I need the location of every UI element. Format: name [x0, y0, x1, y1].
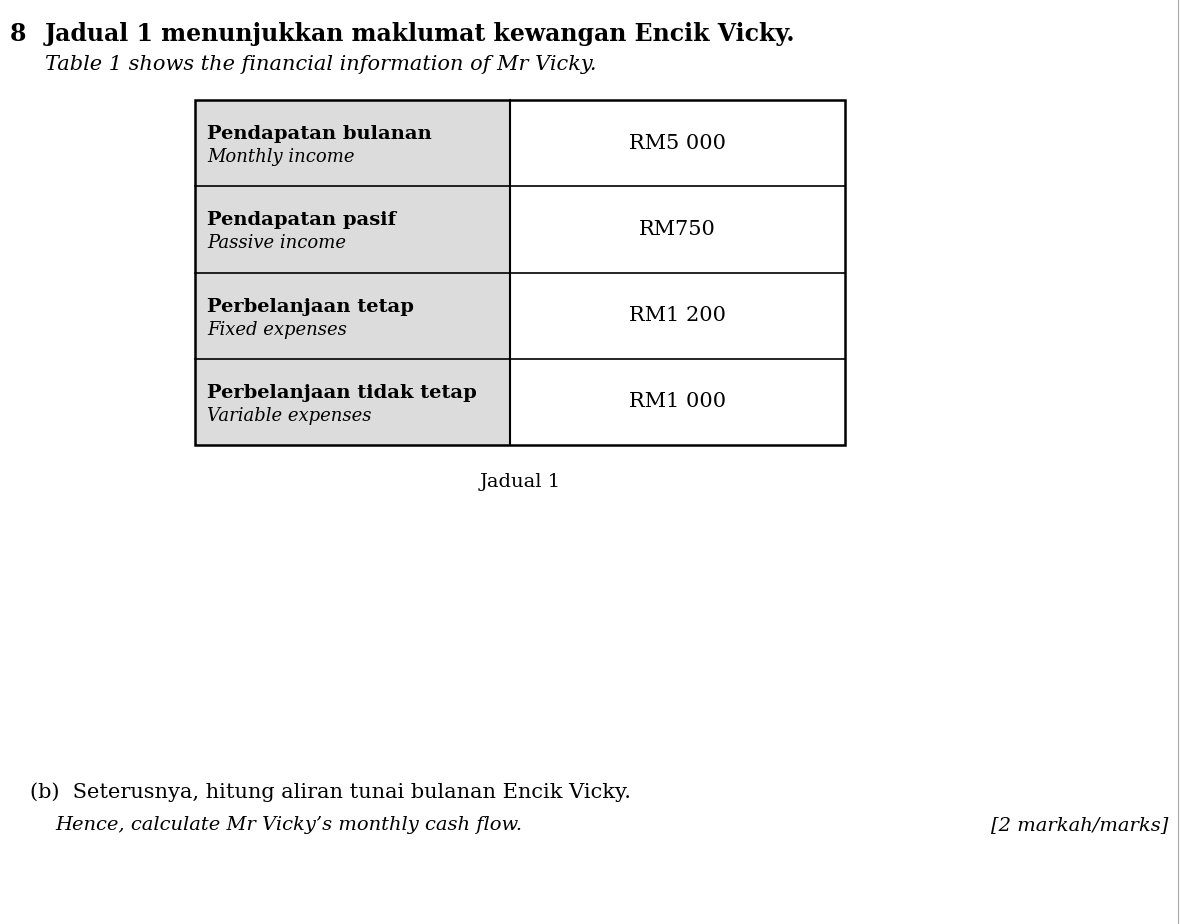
Bar [195, 187, 511, 273]
Bar [195, 273, 511, 359]
Text: (b)  Seterusnya, hitung aliran tunai bulanan Encik Vicky.: (b) Seterusnya, hitung aliran tunai bula… [30, 782, 631, 802]
Bar [195, 359, 511, 445]
Text: Jadual 1: Jadual 1 [480, 473, 561, 491]
Bar [195, 100, 511, 187]
Text: Pendapatan bulanan: Pendapatan bulanan [207, 125, 432, 143]
Text: Variable expenses: Variable expenses [207, 407, 372, 425]
Text: Passive income: Passive income [207, 235, 347, 252]
Text: Jadual 1 menunjukkan maklumat kewangan Encik Vicky.: Jadual 1 menunjukkan maklumat kewangan E… [46, 22, 795, 46]
Text: Hence, calculate Mr Vicky’s monthly cash flow.: Hence, calculate Mr Vicky’s monthly cash… [55, 816, 522, 834]
Text: Perbelanjaan tidak tetap: Perbelanjaan tidak tetap [207, 383, 477, 402]
Bar [511, 187, 845, 273]
Bar [195, 100, 845, 445]
Bar [511, 359, 845, 445]
Text: 8: 8 [10, 22, 26, 46]
Text: Monthly income: Monthly income [207, 148, 355, 166]
Text: Perbelanjaan tetap: Perbelanjaan tetap [207, 298, 414, 316]
Text: Table 1 shows the financial information of Mr Vicky.: Table 1 shows the financial information … [46, 55, 596, 74]
Text: RM1 200: RM1 200 [629, 306, 727, 325]
Bar [511, 100, 845, 187]
Text: RM5 000: RM5 000 [629, 134, 727, 152]
Bar [511, 273, 845, 359]
Text: RM750: RM750 [639, 220, 716, 239]
Text: RM1 000: RM1 000 [629, 393, 727, 411]
Text: [2 markah/marks]: [2 markah/marks] [990, 816, 1168, 834]
Text: Fixed expenses: Fixed expenses [207, 321, 347, 338]
Text: Pendapatan pasif: Pendapatan pasif [207, 212, 396, 229]
